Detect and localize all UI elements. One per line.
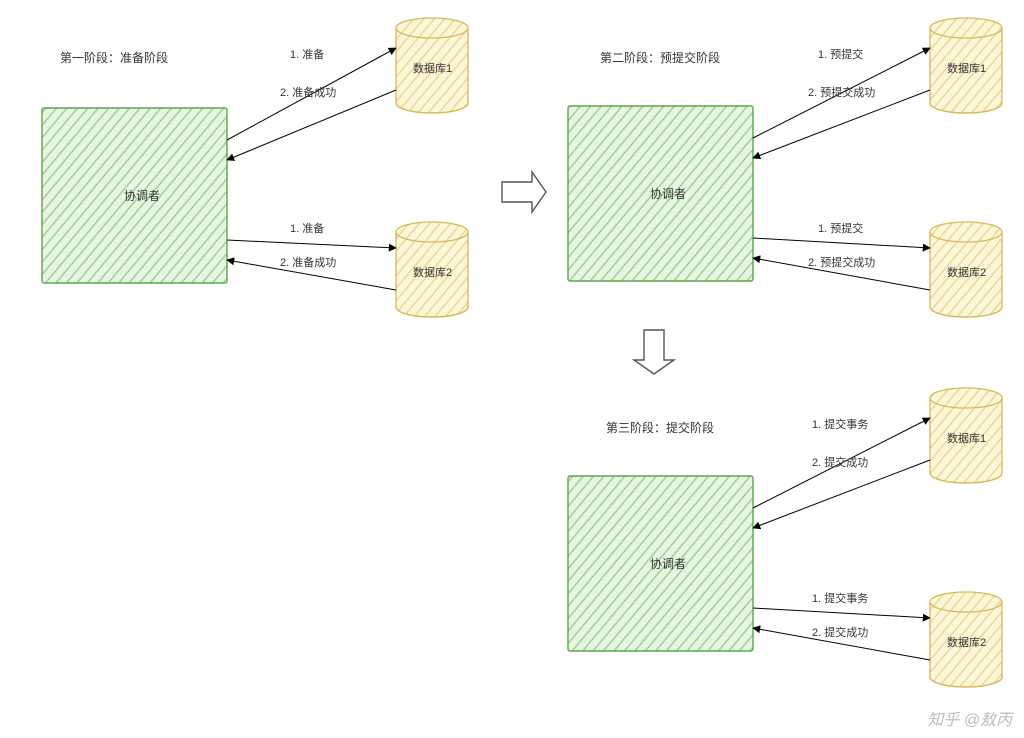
database-label: 数据库1	[947, 61, 986, 75]
coordinator-box: 协调者	[42, 108, 227, 283]
database-cylinder: 数据库2	[930, 222, 1002, 317]
message-label: 2. 预提交成功	[808, 255, 875, 269]
database-cylinder: 数据库1	[396, 18, 468, 113]
message-label: 1. 预提交	[818, 47, 863, 61]
message-label: 2. 准备成功	[280, 85, 336, 99]
coordinator-label: 协调者	[650, 556, 686, 571]
database-cylinder: 数据库1	[930, 18, 1002, 113]
coordinator-box: 协调者	[568, 106, 753, 281]
watermark-text: 知乎 @敖丙	[927, 706, 1012, 730]
message-label: 1. 提交事务	[812, 417, 868, 431]
phase-title: 第一阶段：准备阶段	[60, 50, 168, 65]
message-label: 1. 预提交	[818, 221, 863, 235]
message-arrow	[753, 608, 930, 618]
flow-arrow	[502, 172, 546, 212]
phase-title: 第二阶段：预提交阶段	[600, 50, 720, 65]
flow-arrow	[634, 330, 674, 374]
message-arrow	[227, 90, 396, 160]
message-label: 2. 提交成功	[812, 625, 868, 639]
message-label: 2. 准备成功	[280, 255, 336, 269]
coordinator-box: 协调者	[568, 476, 753, 651]
database-cylinder: 数据库1	[930, 388, 1002, 483]
message-label: 2. 预提交成功	[808, 85, 875, 99]
database-label: 数据库2	[413, 265, 452, 279]
diagram-canvas: 第一阶段：准备阶段协调者数据库1数据库21. 准备2. 准备成功1. 准备2. …	[0, 0, 1024, 738]
message-label: 1. 准备	[290, 47, 324, 61]
database-label: 数据库1	[947, 431, 986, 445]
database-label: 数据库1	[413, 61, 452, 75]
coordinator-label: 协调者	[650, 186, 686, 201]
message-label: 2. 提交成功	[812, 455, 868, 469]
database-label: 数据库2	[947, 635, 986, 649]
database-cylinder: 数据库2	[396, 222, 468, 317]
database-cylinder: 数据库2	[930, 592, 1002, 687]
coordinator-label: 协调者	[124, 188, 160, 203]
database-label: 数据库2	[947, 265, 986, 279]
phase-title: 第三阶段：提交阶段	[606, 420, 714, 435]
message-arrow	[753, 238, 930, 248]
message-label: 1. 准备	[290, 221, 324, 235]
message-arrow	[227, 240, 396, 248]
message-label: 1. 提交事务	[812, 591, 868, 605]
